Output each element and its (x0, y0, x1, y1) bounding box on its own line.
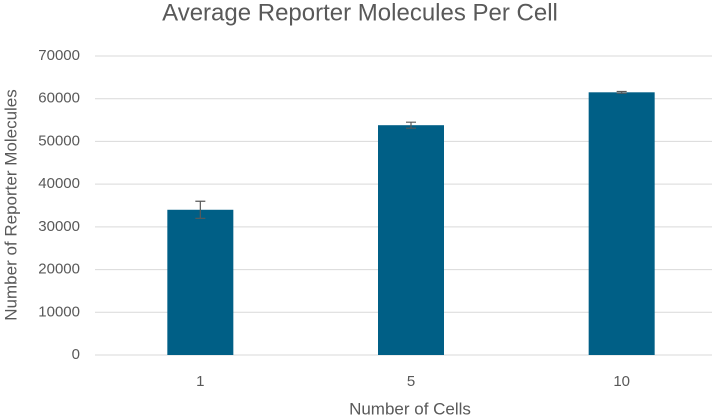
y-tick-label: 30000 (38, 218, 80, 235)
y-tick-label: 40000 (38, 175, 80, 192)
bar (167, 209, 234, 355)
x-tick-label: 5 (407, 373, 415, 390)
y-axis-title: Number of Reporter Molecules (1, 89, 20, 320)
y-tick-label: 50000 (38, 132, 80, 149)
y-tick-label: 70000 (38, 47, 80, 64)
x-axis-title: Number of Cells (349, 399, 471, 418)
x-tick-label: 1 (196, 373, 204, 390)
y-tick-label: 60000 (38, 90, 80, 107)
error-bar (406, 121, 416, 129)
x-tick-label: 10 (613, 373, 630, 390)
chart-title: Average Reporter Molecules Per Cell (162, 0, 558, 26)
y-tick-label: 0 (72, 346, 80, 363)
y-tick-label: 10000 (38, 303, 80, 320)
error-bar (616, 90, 627, 94)
error-bar (195, 200, 206, 219)
y-tick-label: 20000 (38, 261, 80, 278)
bar (378, 125, 444, 355)
bar (588, 92, 655, 356)
